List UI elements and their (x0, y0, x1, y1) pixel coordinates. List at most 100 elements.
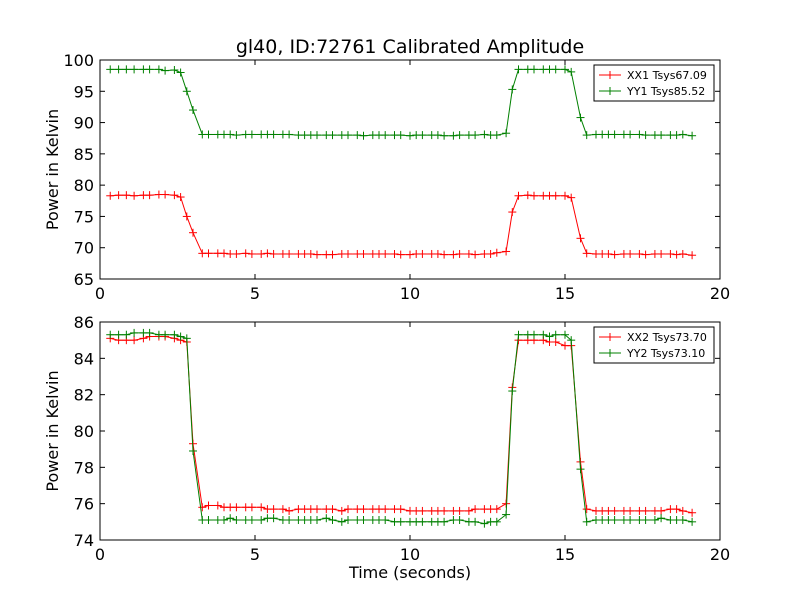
bottom-data-point (455, 516, 464, 525)
top-data-point (523, 191, 532, 200)
top-y-tick-label: 65 (74, 270, 94, 289)
top-data-point (130, 65, 139, 74)
bottom-data-point (328, 505, 337, 514)
bottom-data-point (678, 506, 687, 515)
top-data-point (492, 131, 501, 140)
top-data-point (514, 65, 523, 74)
bottom-data-point (464, 506, 473, 515)
bottom-data-point (514, 330, 523, 339)
top-data-point (106, 191, 115, 200)
top-data-point (678, 130, 687, 139)
top-data-point (204, 130, 213, 139)
top-data-point (359, 131, 368, 140)
top-data-point (551, 191, 560, 200)
top-data-point (406, 250, 414, 259)
top-data-point (641, 250, 650, 259)
top-data-point (313, 250, 321, 259)
bottom-data-point (232, 503, 241, 512)
bottom-data-point (396, 505, 405, 514)
top-data-point (145, 191, 154, 200)
top-data-point (122, 191, 131, 200)
top-subplot: 0 5 10 15 20 65 70 75 80 85 90 95 100 Power in Kelvin… (43, 51, 730, 303)
top-data-point (189, 106, 197, 115)
top-data-point (567, 67, 576, 76)
bottom-data-point (582, 517, 591, 526)
top-data-point (582, 249, 591, 258)
bottom-data-point (688, 517, 697, 526)
bottom-data-point (626, 506, 635, 515)
top-data-point (170, 191, 179, 200)
top-data-point (418, 249, 427, 258)
bottom-data-point (610, 516, 619, 525)
bottom-data-point (480, 519, 489, 528)
top-data-point (455, 131, 464, 140)
top-data-point (626, 130, 635, 139)
top-data-point (502, 129, 511, 138)
bottom-data-point (657, 514, 666, 523)
bottom-data-point (359, 516, 368, 525)
bottom-data-point (492, 517, 501, 526)
bottom-legend-box (593, 326, 715, 364)
bottom-data-point (440, 517, 449, 526)
top-data-point (492, 248, 501, 257)
top-data-point (657, 131, 666, 140)
bottom-data-point (471, 505, 480, 514)
bottom-data-point (313, 505, 321, 514)
bottom-data-point (337, 517, 346, 526)
bottom-data-point (492, 505, 501, 514)
top-data-point (582, 131, 591, 140)
bottom-data-point (626, 516, 635, 525)
bottom-data-point (130, 336, 139, 345)
top-legend-swatch (599, 71, 621, 79)
top-y-tick-label: 75 (74, 207, 94, 226)
top-x-tick-label: 15 (555, 284, 575, 303)
bottom-data-point (567, 336, 576, 345)
top-data-point (130, 191, 139, 200)
top-data-point (561, 191, 569, 200)
top-data-point (657, 249, 666, 258)
top-data-point (530, 191, 538, 200)
bottom-data-point (418, 506, 427, 515)
bottom-data-point (337, 506, 346, 515)
bottom-data-point (508, 387, 517, 396)
top-data-point (344, 249, 352, 258)
top-data-point (610, 130, 619, 139)
bottom-x-tick-label: 5 (250, 545, 260, 564)
top-y-tick-label: 85 (74, 145, 94, 164)
top-data-point (666, 249, 675, 258)
top-y-tick-label: 90 (74, 114, 94, 133)
top-data-point (176, 193, 185, 202)
bottom-data-point (313, 516, 321, 525)
top-data-point (154, 65, 163, 74)
bottom-data-point (672, 505, 681, 514)
top-data-point (269, 249, 278, 258)
bottom-data-point (576, 465, 585, 474)
top-data-point (257, 249, 266, 258)
top-x-tick-label: 0 (95, 284, 105, 303)
bottom-data-point (396, 517, 405, 526)
bottom-y-tick-label: 86 (74, 313, 94, 332)
top-data-point (433, 249, 442, 258)
top-data-point (604, 249, 613, 258)
top-data-point (455, 249, 464, 258)
top-legend-label: YY1 Tsys85.52 (626, 85, 705, 98)
bottom-data-point (344, 505, 352, 514)
bottom-data-point (471, 517, 480, 526)
top-x-tick-label: 10 (400, 284, 420, 303)
bottom-data-point (198, 503, 207, 512)
top-data-point (359, 249, 368, 258)
top-legend: XX1 Tsys67.09 YY1 Tsys85.52 (593, 64, 715, 102)
top-data-point (285, 130, 294, 139)
top-data-point (396, 250, 405, 259)
bottom-data-point (688, 508, 697, 517)
top-data-point (226, 130, 235, 139)
bottom-data-point (539, 330, 548, 339)
top-data-point (145, 65, 154, 74)
top-data-point (170, 66, 179, 75)
bottom-data-point (106, 330, 115, 339)
bottom-data-point (641, 506, 650, 515)
top-data-point (480, 130, 489, 139)
bottom-data-point (145, 328, 154, 337)
top-data-point (176, 68, 185, 77)
